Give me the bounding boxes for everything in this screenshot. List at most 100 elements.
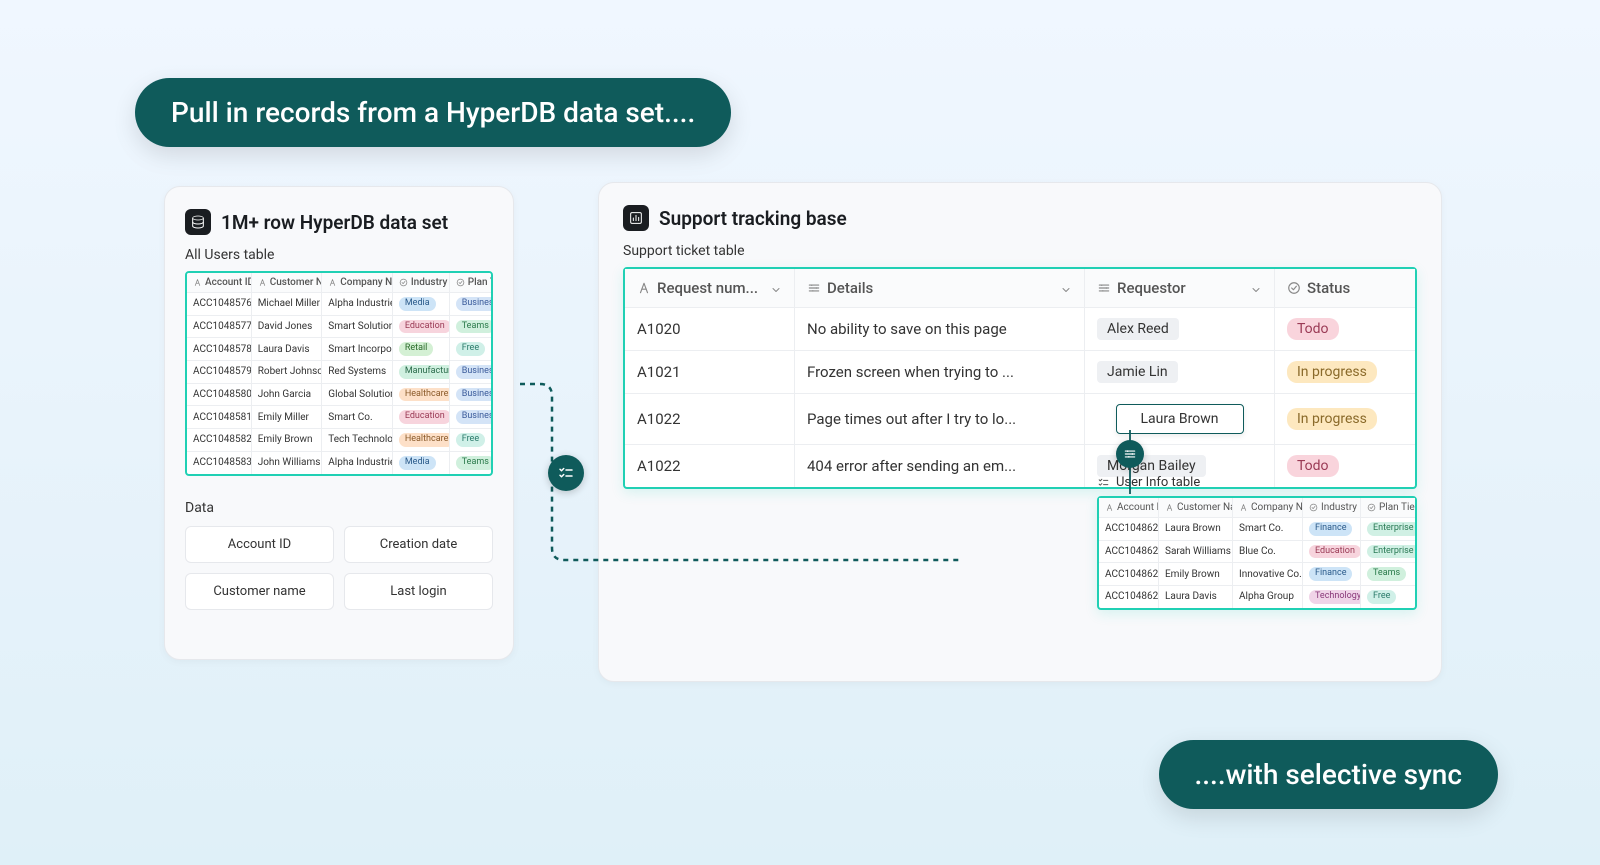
cell-plan: Busines: [450, 293, 491, 315]
cell-plan: Enterprise: [1361, 541, 1415, 563]
user-info-title: User Info table: [1097, 475, 1417, 490]
column-header[interactable]: Request num...: [625, 269, 795, 307]
cell-company: Alpha Industries: [322, 452, 393, 474]
column-header[interactable]: Account ID: [187, 273, 252, 292]
column-header[interactable]: Plan T: [450, 273, 491, 292]
sync-icon-small: [1116, 440, 1144, 468]
column-header[interactable]: Details: [795, 269, 1085, 307]
table-row[interactable]: ACC1048578Laura DavisSmart Incorporat..R…: [187, 338, 491, 361]
cell-plan: Free: [450, 338, 491, 360]
cell-requestor[interactable]: Laura Brown: [1085, 394, 1275, 444]
cell-requestor[interactable]: Alex Reed: [1085, 308, 1275, 350]
table-row[interactable]: ACC1048628Emily BrownInnovative Co.Finan…: [1099, 563, 1415, 586]
cell-status: Todo: [1275, 308, 1415, 350]
support-ticket-table: Request num...DetailsRequestorStatusA102…: [623, 267, 1417, 489]
cell-customer-name: David Jones: [252, 316, 323, 338]
column-header[interactable]: Customer Name: [252, 273, 323, 292]
chart-icon: [623, 205, 649, 231]
table-row[interactable]: ACC1048577David JonesSmart SolutionsEduc…: [187, 316, 491, 339]
cell-plan: Free: [1361, 586, 1415, 608]
cell-account-id: ACC1048576: [187, 293, 252, 315]
cell-company: Red Systems: [322, 361, 393, 383]
table-row[interactable]: ACC1048629Laura DavisAlpha GroupTechnolo…: [1099, 586, 1415, 608]
cell-plan: Teams: [450, 316, 491, 338]
column-header[interactable]: Company Nam: [1233, 498, 1303, 517]
cell-customer-name: Laura Brown: [1159, 518, 1233, 540]
column-header[interactable]: Account ID: [1099, 498, 1159, 517]
column-header[interactable]: Plan Tier: [1361, 498, 1415, 517]
caption-bubble-bottom: ....with selective sync: [1159, 740, 1499, 809]
cell-plan: Busines: [450, 406, 491, 428]
data-field-chip[interactable]: Creation date: [344, 526, 493, 563]
table-row[interactable]: ACC1048582Emily BrownTech Technolo..Heal…: [187, 429, 491, 452]
cell-customer-name: John Garcia: [252, 384, 323, 406]
table-row[interactable]: ACC1048581Emily MillerSmart Co.Education…: [187, 406, 491, 429]
data-field-chip[interactable]: Account ID: [185, 526, 334, 563]
cell-request-number: A1020: [625, 308, 795, 350]
cell-status: In progress: [1275, 394, 1415, 444]
cell-company: Alpha Group: [1233, 586, 1303, 608]
table-row[interactable]: ACC1048626Laura BrownSmart Co.FinanceEnt…: [1099, 518, 1415, 541]
cell-company: Smart Co.: [322, 406, 393, 428]
table-row[interactable]: ACC1048576Michael MillerAlpha Industries…: [187, 293, 491, 316]
column-header[interactable]: Status: [1275, 269, 1415, 307]
cell-requestor[interactable]: Jamie Lin: [1085, 351, 1275, 393]
cell-industry: Media: [393, 293, 450, 315]
column-header[interactable]: Industry: [1303, 498, 1361, 517]
cell-details: No ability to save on this page: [795, 308, 1085, 350]
cell-industry: Manufacturi..: [393, 361, 450, 383]
cell-industry: Technology: [1303, 586, 1361, 608]
column-header[interactable]: Customer Name: [1159, 498, 1233, 517]
cell-details: Page times out after I try to lo...: [795, 394, 1085, 444]
cell-account-id: ACC1048582: [187, 429, 252, 451]
cell-industry: Healthcare: [393, 384, 450, 406]
cell-request-number: A1022: [625, 445, 795, 487]
cell-plan: Free: [450, 429, 491, 451]
cell-details: Frozen screen when trying to ...: [795, 351, 1085, 393]
cell-customer-name: John Williams: [252, 452, 323, 474]
table-row[interactable]: ACC1048580John GarciaGlobal SolutionsHea…: [187, 384, 491, 407]
database-icon: [185, 209, 211, 235]
cell-customer-name: Emily Brown: [252, 429, 323, 451]
column-header[interactable]: Industry: [393, 273, 450, 292]
data-field-chip[interactable]: Customer name: [185, 573, 334, 610]
cell-customer-name: Michael Miller: [252, 293, 323, 315]
cell-company: Tech Technolo..: [322, 429, 393, 451]
cell-industry: Retail: [393, 338, 450, 360]
table-row[interactable]: A1020No ability to save on this pageAlex…: [625, 308, 1415, 351]
cell-account-id: ACC1048579: [187, 361, 252, 383]
cell-plan: Busines: [450, 384, 491, 406]
cell-company: Blue Co.: [1233, 541, 1303, 563]
caption-bubble-top: Pull in records from a HyperDB data set.…: [135, 78, 731, 147]
cell-account-id: ACC1048627: [1099, 541, 1159, 563]
hyperdb-subtitle: All Users table: [185, 247, 493, 263]
data-section: Data Account ID Creation date Customer nam…: [185, 500, 493, 610]
table-row[interactable]: A1022Page times out after I try to lo...…: [625, 394, 1415, 445]
user-info-table: Account IDCustomer NameCompany NamIndust…: [1097, 496, 1417, 610]
cell-industry: Healthcare: [393, 429, 450, 451]
cell-industry: Media: [393, 452, 450, 474]
cell-company: Smart Incorporat..: [322, 338, 393, 360]
cell-account-id: ACC1048626: [1099, 518, 1159, 540]
data-section-label: Data: [185, 500, 493, 516]
support-title: Support tracking base: [659, 207, 847, 230]
table-header: Request num...DetailsRequestorStatus: [625, 269, 1415, 308]
column-header[interactable]: Requestor: [1085, 269, 1275, 307]
cell-industry: Education: [393, 316, 450, 338]
cell-industry: Education: [1303, 541, 1361, 563]
hyperdb-panel: 1M+ row HyperDB data set All Users table…: [164, 186, 514, 660]
support-subtitle: Support ticket table: [623, 243, 1417, 259]
data-field-chip[interactable]: Last login: [344, 573, 493, 610]
cell-request-number: A1022: [625, 394, 795, 444]
all-users-table: Account IDCustomer NameCompany NamIndust…: [185, 271, 493, 476]
cell-company: Smart Co.: [1233, 518, 1303, 540]
list-checks-icon: [1097, 476, 1110, 489]
table-row[interactable]: A1021Frozen screen when trying to ...Jam…: [625, 351, 1415, 394]
table-row[interactable]: ACC1048627Sarah WilliamsBlue Co.Educatio…: [1099, 541, 1415, 564]
cell-plan: Teams: [1361, 563, 1415, 585]
cell-account-id: ACC1048583: [187, 452, 252, 474]
column-header[interactable]: Company Nam: [322, 273, 393, 292]
table-row[interactable]: ACC1048579Robert JohnsonRed SystemsManuf…: [187, 361, 491, 384]
hyperdb-panel-header: 1M+ row HyperDB data set: [185, 209, 493, 235]
table-row[interactable]: ACC1048583John WilliamsAlpha IndustriesM…: [187, 452, 491, 474]
